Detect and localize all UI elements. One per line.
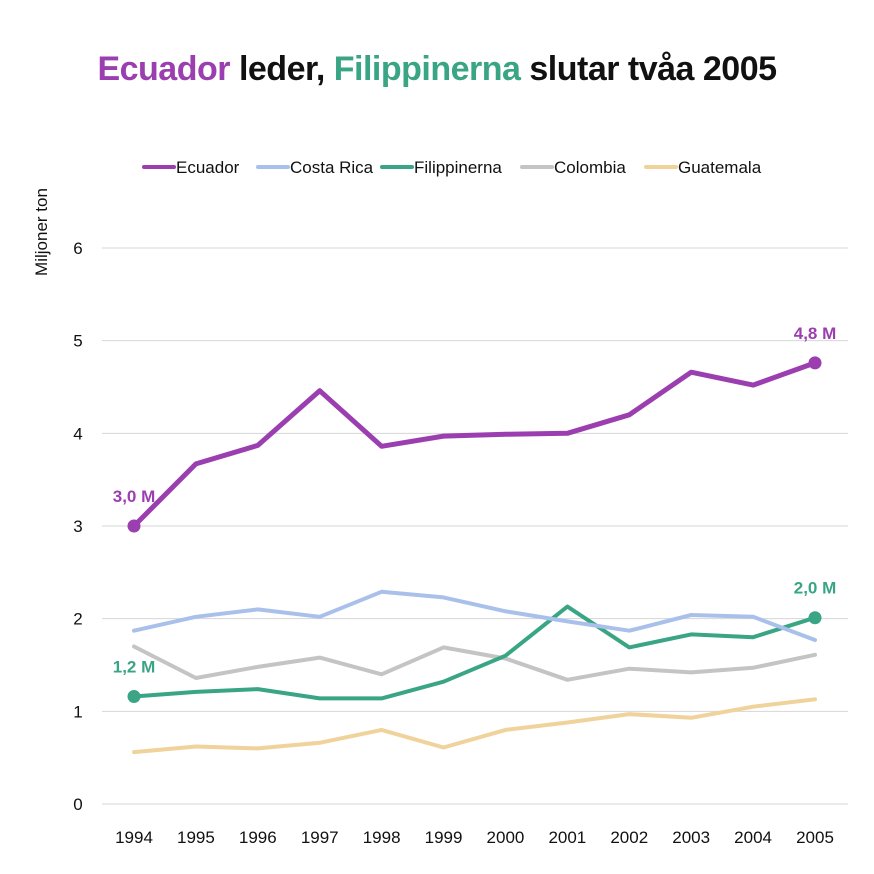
chart-title: Ecuador leder, Filippinerna slutar tvåa …: [0, 50, 874, 89]
legend-label: Filippinerna: [414, 158, 502, 177]
series-line-colombia: [132, 644, 817, 682]
y-tick-label: 6: [73, 239, 82, 258]
series-line-ecuador: [131, 360, 818, 529]
x-tick-label: 1994: [115, 828, 153, 847]
x-tick-label: 2004: [734, 828, 772, 847]
series-line-filippinerna: [132, 604, 817, 701]
y-tick-label: 4: [73, 424, 82, 443]
legend-label: Ecuador: [176, 158, 240, 177]
data-label: 4,8 M: [794, 324, 837, 343]
y-tick-label: 0: [73, 795, 82, 814]
y-tick-label: 2: [73, 610, 82, 629]
data-point-marker: [127, 690, 141, 704]
x-tick-label: 1995: [177, 828, 215, 847]
x-tick-labels: 1994 1995 1996 1997 1998 1999 2000 2001 2002 2003…: [115, 828, 834, 847]
series-lines: [131, 360, 818, 755]
legend-label: Guatemala: [678, 158, 762, 177]
data-point-marker: [127, 519, 141, 533]
data-label: 2,0 M: [794, 579, 837, 598]
title-ecuador: Ecuador: [97, 50, 230, 88]
y-axis-label: Miljoner ton: [32, 188, 51, 276]
x-tick-label: 1999: [425, 828, 463, 847]
data-label: 3,0 M: [113, 487, 156, 506]
data-point-marker: [808, 356, 822, 370]
series-line-guatemala: [132, 697, 817, 755]
x-tick-label: 2001: [548, 828, 586, 847]
legend-label: Colombia: [554, 158, 626, 177]
title-filippinerna: Filippinerna: [333, 50, 521, 88]
y-tick-labels: 0 1 2 3 4 5 6: [73, 239, 82, 814]
y-tick-label: 3: [73, 517, 82, 536]
x-tick-label: 2005: [796, 828, 834, 847]
gridlines: [102, 247, 848, 805]
x-tick-label: 2003: [672, 828, 710, 847]
x-tick-label: 1998: [363, 828, 401, 847]
series-line-costa-rica: [132, 589, 817, 642]
y-tick-label: 1: [73, 702, 82, 721]
legend: Ecuador Costa Rica Filippinerna Colombia Gua…: [142, 158, 762, 177]
x-tick-label: 1997: [301, 828, 339, 847]
legend-label: Costa Rica: [290, 158, 374, 177]
data-label: 1,2 M: [113, 658, 156, 677]
annotations: 3,0 M 4,8 M 1,2 M 2,0 M: [113, 324, 837, 704]
x-tick-label: 2000: [487, 828, 525, 847]
data-point-marker: [808, 611, 822, 625]
x-tick-label: 1996: [239, 828, 277, 847]
title-mid: leder,: [230, 50, 334, 88]
x-tick-label: 2002: [610, 828, 648, 847]
title-end: slutar tvåa 2005: [520, 50, 777, 88]
y-tick-label: 5: [73, 332, 82, 351]
